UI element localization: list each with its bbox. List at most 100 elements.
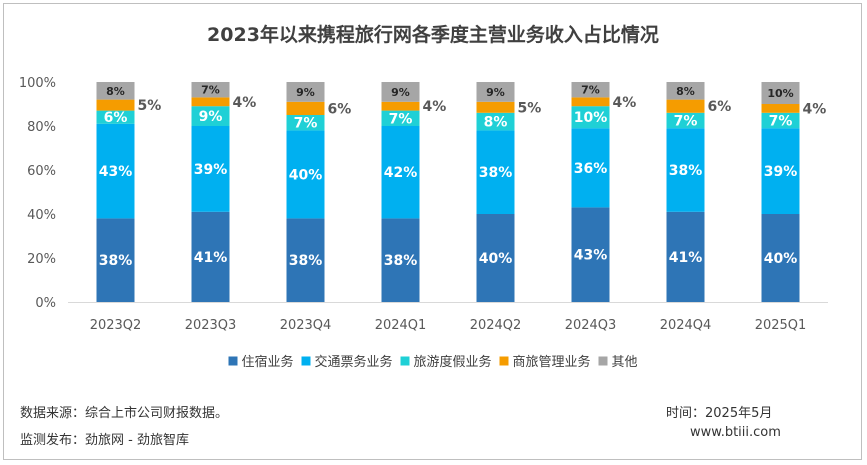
legend-label: 旅游度假业务 xyxy=(414,354,492,370)
x-tick-label: 2023Q2 xyxy=(90,318,142,333)
data-label: 4% xyxy=(233,95,257,111)
y-axis: 0% 20% 40% 60% 80% 100% xyxy=(19,76,56,311)
bar-segment xyxy=(761,112,800,129)
legend-swatch xyxy=(598,356,608,366)
data-label: 7% xyxy=(769,114,793,130)
data-label: 43% xyxy=(574,248,608,264)
x-tick-label: 2023Q4 xyxy=(280,318,332,333)
bar-segment xyxy=(286,82,325,102)
publisher-note: 监测发布：劲旅网 - 劲旅智库 xyxy=(20,433,189,448)
bar-segment xyxy=(381,110,420,126)
bar-segment xyxy=(666,128,705,212)
bar-segment xyxy=(381,126,420,219)
bar-segment xyxy=(571,97,610,107)
data-label: 38% xyxy=(99,253,133,269)
bar-segment xyxy=(191,82,230,98)
bar-segment xyxy=(571,207,610,302)
bar-segment xyxy=(191,211,230,302)
data-label: 10% xyxy=(767,87,793,100)
bar-segment xyxy=(381,218,420,302)
bar-segment xyxy=(571,106,610,129)
data-label: 9% xyxy=(199,109,223,125)
legend-label: 住宿业务 xyxy=(242,354,294,370)
plot-area: 38% 43% 6% 5% 8% 41% 39% 9% 4% 7% 38% 40% 7% 6% 9% 38% 4… xyxy=(96,82,827,302)
data-label: 39% xyxy=(194,162,228,178)
legend: 住宿业务 交通票务业务 旅游度假业务 商旅管理业务 其他 xyxy=(228,354,638,370)
data-label: 40% xyxy=(479,251,513,267)
data-label: 4% xyxy=(613,95,637,111)
y-tick-label: 60% xyxy=(27,164,56,179)
data-label: 38% xyxy=(289,253,323,269)
bar-segment xyxy=(666,112,705,129)
data-label: 6% xyxy=(104,110,128,126)
chart-frame xyxy=(3,3,862,460)
data-label: 40% xyxy=(289,167,323,183)
bar-segment xyxy=(666,99,705,113)
bar-segment xyxy=(476,82,515,102)
x-tick-label: 2023Q3 xyxy=(185,318,237,333)
data-label: 7% xyxy=(389,111,413,127)
x-tick-label: 2025Q1 xyxy=(755,318,807,333)
data-label: 43% xyxy=(99,164,133,180)
x-tick-label: 2024Q1 xyxy=(375,318,427,333)
bar-segment xyxy=(96,110,135,124)
data-label: 38% xyxy=(384,253,418,269)
bar-segment xyxy=(476,112,515,131)
bar-segment xyxy=(96,99,135,111)
bar-segment xyxy=(191,106,230,126)
bar-segment xyxy=(761,104,800,113)
y-tick-label: 20% xyxy=(27,252,56,267)
data-label: 6% xyxy=(708,99,732,115)
legend-label: 商旅管理业务 xyxy=(513,354,591,370)
data-label: 7% xyxy=(201,84,220,97)
legend-swatch xyxy=(499,356,509,366)
bar-segment xyxy=(96,218,135,302)
chart-title: 2023年以来携程旅行网各季度主营业务收入占比情况 xyxy=(207,23,659,46)
bar-segment xyxy=(571,128,610,208)
bar-segment xyxy=(286,218,325,302)
data-label: 38% xyxy=(669,163,703,179)
data-label: 8% xyxy=(106,85,125,98)
legend-swatch xyxy=(400,356,410,366)
data-label: 4% xyxy=(803,101,827,117)
y-tick-label: 80% xyxy=(27,120,56,135)
bar-segment xyxy=(286,101,325,115)
x-axis: 2023Q2 2023Q3 2023Q4 2024Q1 2024Q2 2024Q3 2024… xyxy=(68,302,828,333)
x-tick-label: 2024Q4 xyxy=(660,318,712,333)
bar-segment xyxy=(761,82,800,104)
data-label: 41% xyxy=(194,250,228,266)
bar-segment xyxy=(381,82,420,102)
bar-segment xyxy=(571,82,610,98)
y-tick-label: 0% xyxy=(35,296,56,311)
y-tick-label: 100% xyxy=(19,76,56,91)
data-label: 6% xyxy=(328,101,352,117)
data-source-note: 数据来源：综合上市公司财报数据。 xyxy=(20,406,229,421)
data-label: 38% xyxy=(479,165,513,181)
data-label: 8% xyxy=(484,115,508,131)
data-label: 4% xyxy=(423,99,447,115)
data-label: 9% xyxy=(296,86,315,99)
legend-label: 其他 xyxy=(612,355,638,370)
bar-segment xyxy=(381,101,420,111)
data-label: 39% xyxy=(764,164,798,180)
data-label: 7% xyxy=(581,84,600,97)
bar-segment xyxy=(191,126,230,212)
data-label: 42% xyxy=(384,165,418,181)
data-label: 9% xyxy=(486,86,505,99)
data-label: 9% xyxy=(391,86,410,99)
data-label: 5% xyxy=(518,100,542,116)
bar-segment xyxy=(761,128,800,214)
legend-swatch xyxy=(301,356,311,366)
bar-segment xyxy=(761,214,800,302)
bar-segment xyxy=(96,82,135,100)
data-label: 7% xyxy=(294,116,318,132)
data-label: 8% xyxy=(676,85,695,98)
publish-time: 时间：2025年5月 xyxy=(666,406,773,421)
website-link[interactable]: www.btiii.com xyxy=(690,425,781,440)
bar-segment xyxy=(476,130,515,214)
bar-segment xyxy=(666,211,705,302)
legend-swatch xyxy=(228,356,238,366)
data-label: 10% xyxy=(574,110,608,126)
bar-segment xyxy=(96,123,135,219)
